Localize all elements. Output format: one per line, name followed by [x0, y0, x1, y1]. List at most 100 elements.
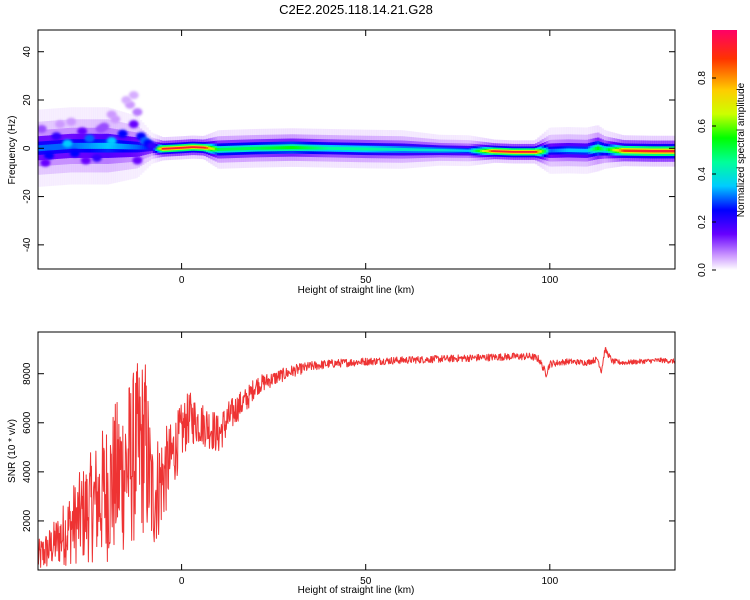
- ridge-cell: [409, 148, 412, 152]
- ridge-cell: [638, 149, 642, 153]
- ridge-cell: [294, 146, 297, 150]
- spectral-blob: [69, 149, 80, 158]
- ridge-cell: [672, 149, 675, 153]
- ridge-cell: [93, 142, 96, 149]
- ridge-cell: [415, 148, 419, 152]
- spectral-blob: [117, 129, 128, 138]
- ridge-cell: [574, 148, 578, 153]
- ridge-cell: [433, 148, 437, 152]
- ridge-cell: [86, 142, 90, 149]
- colorbar-ticks: 0.0 0.2 0.4 0.6 0.8: [697, 71, 716, 277]
- spectral-blob: [55, 120, 66, 129]
- ridge-cell: [128, 144, 132, 150]
- ridge-cell: [546, 149, 549, 153]
- ridge-cell: [137, 144, 141, 150]
- ridge-cell: [287, 146, 291, 150]
- ridge-cell: [44, 144, 48, 151]
- ridge-cell: [75, 142, 79, 149]
- ridge-cell: [57, 143, 61, 150]
- ridge-cell: [424, 148, 428, 152]
- ridge-cell: [510, 150, 514, 153]
- ridge-cell: [497, 150, 501, 153]
- spectrogram-ytick-label: 0: [22, 145, 33, 151]
- spectral-blob: [44, 151, 55, 160]
- ridge-cell: [139, 145, 143, 150]
- ridge-cell: [636, 149, 640, 153]
- ridge-cell: [429, 148, 432, 152]
- ridge-cell: [559, 148, 562, 153]
- ridge-cell: [442, 149, 445, 152]
- spectral-blob: [91, 153, 102, 162]
- ridge-cell: [581, 148, 585, 153]
- colorbar-tick-label: 0.0: [697, 263, 708, 277]
- snr-axes: 0 50 100 2000 4000 6000 8000: [22, 332, 675, 587]
- ridge-cell: [236, 147, 240, 151]
- ridge-cell: [256, 146, 260, 150]
- ridge-cell: [155, 147, 158, 150]
- ridge-cell: [471, 149, 474, 152]
- ridge-cell: [360, 147, 364, 151]
- ridge-cell: [219, 147, 222, 151]
- ridge-cell: [356, 147, 359, 151]
- spectrogram-axes: 0 50 100 -40 -20 0 20 40: [22, 30, 675, 286]
- ridge-cell: [216, 147, 220, 151]
- ridge-cell: [186, 146, 189, 149]
- ridge-cell: [108, 142, 112, 149]
- snr-ytick-label: 2000: [22, 509, 33, 532]
- ridge-cell: [462, 149, 465, 152]
- spectrogram-xtick-label: 50: [360, 275, 372, 286]
- ridge-cell: [440, 149, 443, 152]
- ridge-cell: [596, 146, 600, 151]
- ridge-cell: [616, 149, 620, 152]
- ridge-cell: [528, 151, 532, 153]
- ridge-cell: [669, 149, 673, 153]
- ridge-cell: [228, 147, 231, 151]
- ridge-cell: [431, 148, 434, 152]
- ridge-cell: [524, 151, 527, 153]
- ridge-cell: [588, 148, 591, 152]
- ridge-cell: [102, 142, 105, 149]
- ridge-cell: [543, 149, 547, 153]
- ridge-cell: [269, 146, 273, 150]
- ridge-cell: [577, 148, 580, 153]
- ridge-cell: [203, 146, 207, 149]
- ridge-cell: [607, 148, 611, 152]
- colorbar-gradient: [712, 30, 737, 270]
- ridge-cell: [91, 142, 94, 149]
- ridge-cell: [550, 148, 554, 153]
- colorbar-tick-label: 0.6: [697, 119, 708, 133]
- ridge-cell: [250, 146, 253, 150]
- ridge-cell: [526, 151, 529, 153]
- ridge-cell: [292, 146, 295, 150]
- ridge-cell: [398, 147, 401, 151]
- ridge-cell: [541, 149, 545, 153]
- ridge-cell: [322, 146, 326, 150]
- ridge-cell: [298, 146, 302, 150]
- spectrogram-xtick-label: 100: [541, 275, 558, 286]
- ridge-cell: [362, 147, 366, 151]
- ridge-cell: [234, 147, 238, 151]
- colorbar-tick-label: 0.8: [697, 71, 708, 85]
- ridge-cell: [272, 146, 275, 150]
- ridge-cell: [252, 146, 255, 150]
- ridge-cell: [537, 150, 540, 153]
- ridge-cell: [665, 149, 669, 153]
- ridge-cell: [190, 146, 194, 149]
- ridge-cell: [590, 147, 593, 152]
- snr-xtick-label: 50: [360, 576, 372, 587]
- ridge-cell: [163, 147, 167, 150]
- ridge-cell: [561, 148, 565, 153]
- spectral-blob: [80, 156, 91, 165]
- colorbar-label: Normalized spectral amplitude: [736, 82, 747, 217]
- ridge-cell: [411, 148, 414, 152]
- ridge-cell: [179, 146, 182, 149]
- ridge-cell: [124, 143, 127, 150]
- ridge-cell: [311, 146, 315, 150]
- ridge-cell: [221, 147, 224, 151]
- ridge-cell: [135, 144, 138, 150]
- ridge-cell: [210, 147, 213, 150]
- ridge-cell: [349, 147, 353, 151]
- ridge-cell: [583, 148, 587, 153]
- ridge-cell: [376, 147, 379, 151]
